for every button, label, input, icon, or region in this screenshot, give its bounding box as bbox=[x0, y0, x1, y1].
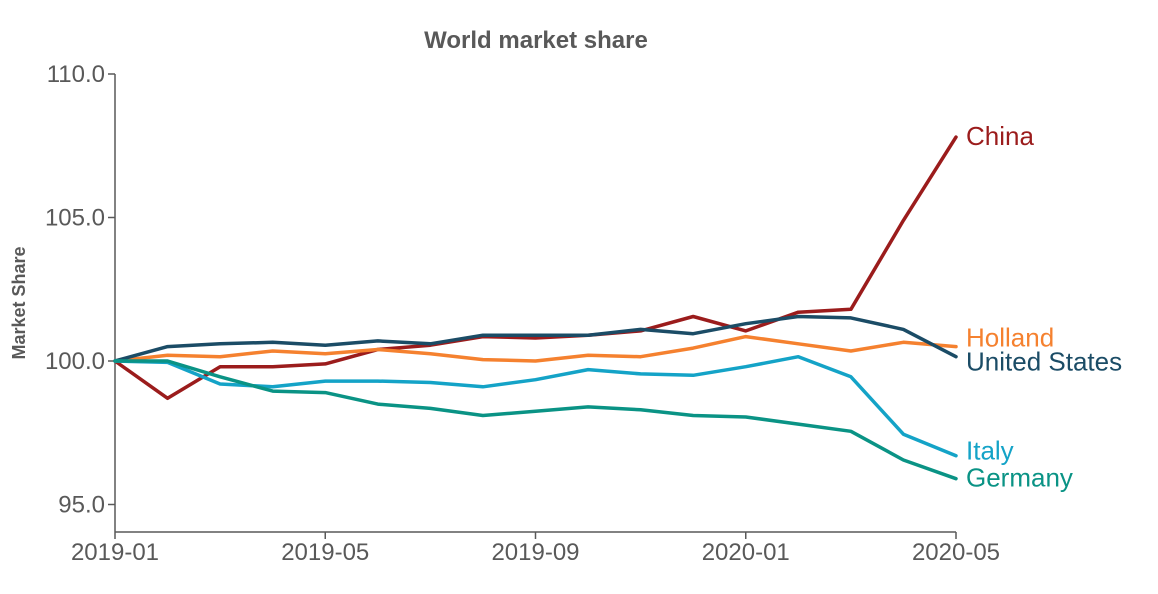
y-axis-ticks: 95.0 100.0 105.0 110.0 bbox=[45, 61, 115, 519]
series-label-italy: Italy bbox=[966, 436, 1014, 466]
chart-title: World market share bbox=[424, 27, 648, 54]
series-line-china bbox=[113, 135, 958, 401]
x-tick-label: 2020-05 bbox=[912, 539, 1000, 566]
series-label-united-states: United States bbox=[966, 347, 1122, 377]
y-tick-label: 105.0 bbox=[45, 205, 105, 232]
x-tick-label: 2020-01 bbox=[702, 539, 790, 566]
series-line-italy bbox=[113, 354, 958, 458]
y-tick-label: 100.0 bbox=[45, 348, 105, 375]
x-axis-ticks: 2019-01 2019-05 2019-09 2020-01 2020-05 bbox=[71, 532, 1000, 566]
series-line-germany bbox=[113, 359, 958, 481]
x-tick-label: 2019-05 bbox=[281, 539, 369, 566]
series-label-china: China bbox=[966, 121, 1034, 151]
y-tick-label: 95.0 bbox=[58, 492, 105, 519]
y-axis-label: Market Share bbox=[9, 246, 29, 359]
y-tick-label: 110.0 bbox=[47, 61, 105, 88]
series-lines bbox=[113, 135, 958, 481]
series-label-germany: Germany bbox=[966, 463, 1073, 493]
series-line-holland bbox=[113, 334, 958, 363]
series-line-united-states bbox=[113, 314, 958, 363]
x-tick-label: 2019-01 bbox=[71, 539, 159, 566]
x-tick-label: 2019-09 bbox=[491, 539, 579, 566]
series-label-holland: Holland bbox=[966, 323, 1054, 353]
